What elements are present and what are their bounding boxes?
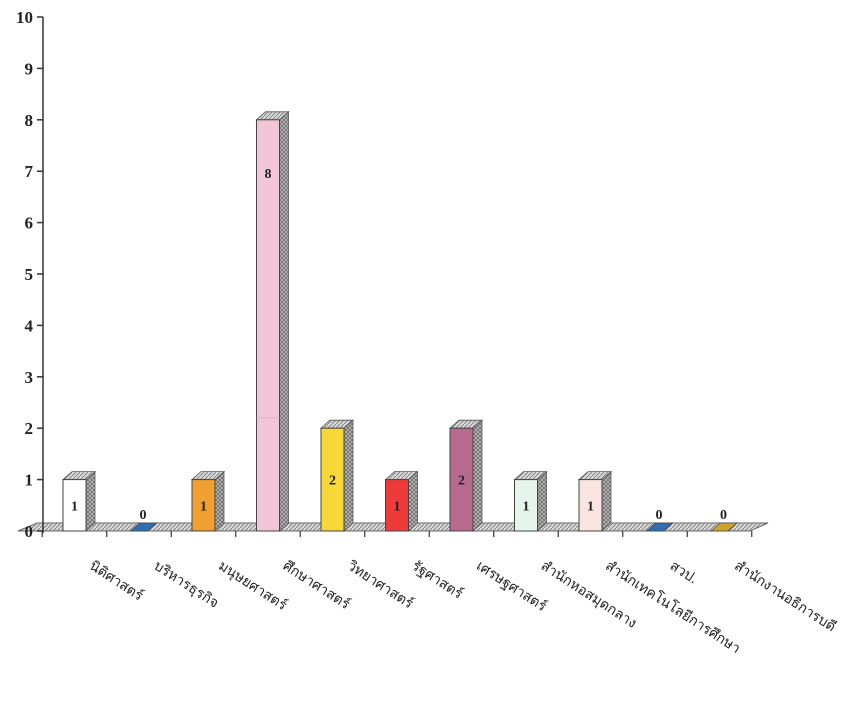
- bar-side: [214, 470, 225, 532]
- bar-side: [472, 419, 483, 532]
- bar: [190, 470, 226, 532]
- y-tick-label: 2: [25, 419, 34, 438]
- bar-side: [408, 470, 418, 532]
- bar-front: [385, 479, 409, 532]
- x-tick-label: สวป.: [667, 558, 701, 588]
- y-tick-label: 6: [25, 214, 34, 233]
- bar-front: [191, 479, 216, 532]
- y-tick-label: 4: [25, 316, 34, 335]
- bar-front: [449, 427, 474, 532]
- data-label: 1: [394, 499, 401, 514]
- bar-top: [645, 522, 674, 532]
- data-label: 1: [200, 499, 207, 514]
- bar-top: [129, 522, 158, 532]
- bar: [255, 110, 290, 532]
- bar-front: [578, 479, 603, 532]
- bar-top: [709, 522, 739, 532]
- data-label: 0: [140, 508, 147, 523]
- x-tick-label: นิติศาสตร์: [86, 557, 146, 605]
- y-tick-label: 7: [25, 162, 34, 181]
- data-label: 2: [458, 474, 465, 489]
- bar-side: [601, 470, 612, 532]
- bar: [645, 522, 674, 532]
- x-tick-label: วิทยาศาสตร์: [344, 557, 417, 612]
- y-tick-label: 3: [25, 368, 34, 387]
- x-tick-label: เศรษฐศาสตร์: [473, 557, 550, 615]
- bar-side: [279, 110, 289, 532]
- bar-side: [343, 419, 354, 532]
- y-tick-label: 5: [25, 265, 34, 284]
- bar: [577, 470, 613, 532]
- x-tick-label: ศึกษาศาสตร์: [280, 557, 354, 613]
- data-label: 1: [71, 499, 78, 514]
- y-tick-label: 10: [16, 8, 33, 27]
- bar-front: [62, 479, 87, 532]
- y-tick-label: 1: [25, 471, 34, 490]
- bars-layer: [61, 110, 739, 532]
- x-tick-label: มนุษยศาสตร์: [215, 557, 290, 614]
- y-tick-label: 8: [25, 111, 34, 130]
- bar-front: [514, 479, 538, 532]
- data-label: 1: [587, 499, 594, 514]
- bar: [384, 470, 419, 532]
- y-tick-label: 0: [25, 522, 34, 541]
- data-label: 0: [720, 508, 727, 523]
- x-tick-label: รัฐศาสตร์: [409, 557, 467, 603]
- data-label: 0: [656, 508, 663, 523]
- x-tick-label: บริหารธุรกิจ: [151, 558, 222, 612]
- bar-side: [537, 470, 547, 532]
- labels-layer: 1 0 1 8 2 1 2 1 1 0 0 นิติศาสตร์ บริหารธุรกิจมนุษยศา…: [71, 167, 839, 657]
- bar: [448, 419, 484, 532]
- bar-side: [85, 470, 96, 532]
- data-label: 8: [265, 167, 272, 182]
- bar: [709, 522, 739, 532]
- bar: [129, 522, 158, 532]
- y-tick-label: 9: [25, 59, 34, 78]
- data-label: 1: [523, 499, 530, 514]
- bar-front: [256, 119, 280, 532]
- bar: [61, 470, 97, 532]
- x-tick-label: สำนักงานอธิการบดี: [731, 558, 838, 635]
- bar: [319, 419, 355, 532]
- bar: [513, 470, 548, 532]
- data-label: 2: [329, 474, 336, 489]
- bar-front: [320, 427, 345, 532]
